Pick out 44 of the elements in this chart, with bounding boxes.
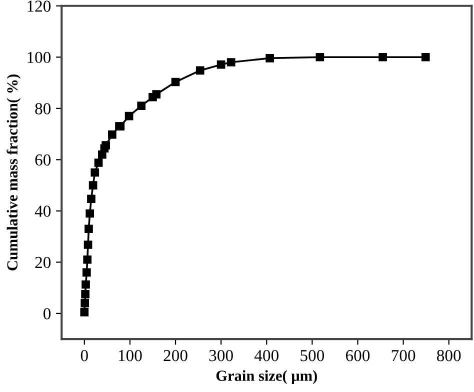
y-axis-title: Cumulative mass fraction( %) (6, 74, 21, 270)
point (90, 168, 100, 177)
x-axis-title: Grain size( μm) (216, 370, 317, 384)
y-tick-label: 20 (35, 256, 51, 268)
point (82, 280, 90, 289)
point (137, 102, 146, 110)
point (86, 209, 94, 218)
point (316, 52, 324, 62)
x-tick-label: 300 (209, 350, 233, 362)
point (94, 158, 103, 167)
y-tick-label: 100 (28, 52, 51, 64)
point (216, 60, 226, 69)
x-tick-label: 200 (164, 350, 188, 362)
point (124, 112, 134, 120)
point (102, 141, 110, 150)
x-tick-label: 800 (436, 350, 461, 362)
point (226, 58, 236, 66)
point (81, 290, 90, 298)
point (80, 299, 90, 308)
y-tick-label: 80 (35, 103, 51, 114)
x-tick-label: 100 (118, 350, 142, 362)
point (152, 90, 161, 98)
x-tick-label: 500 (300, 350, 324, 362)
y-tick-label: 40 (34, 206, 51, 217)
point (196, 66, 204, 75)
point (378, 52, 387, 62)
point (82, 268, 91, 277)
y-tick-label: 60 (35, 154, 51, 166)
point (87, 194, 96, 204)
point (83, 255, 92, 264)
x-tick-label: 400 (254, 350, 278, 362)
y-tick-label: 0 (44, 308, 51, 320)
point (171, 78, 180, 86)
point (108, 130, 116, 139)
x-tick-label: 0 (80, 350, 88, 362)
point (88, 181, 98, 190)
x-tick-label: 600 (346, 350, 370, 362)
point (80, 308, 89, 316)
x-tick-label: 700 (392, 350, 416, 362)
point (421, 52, 430, 62)
point (266, 54, 274, 62)
y-tick-label: 120 (28, 0, 51, 12)
point (84, 240, 92, 249)
point (84, 224, 93, 234)
